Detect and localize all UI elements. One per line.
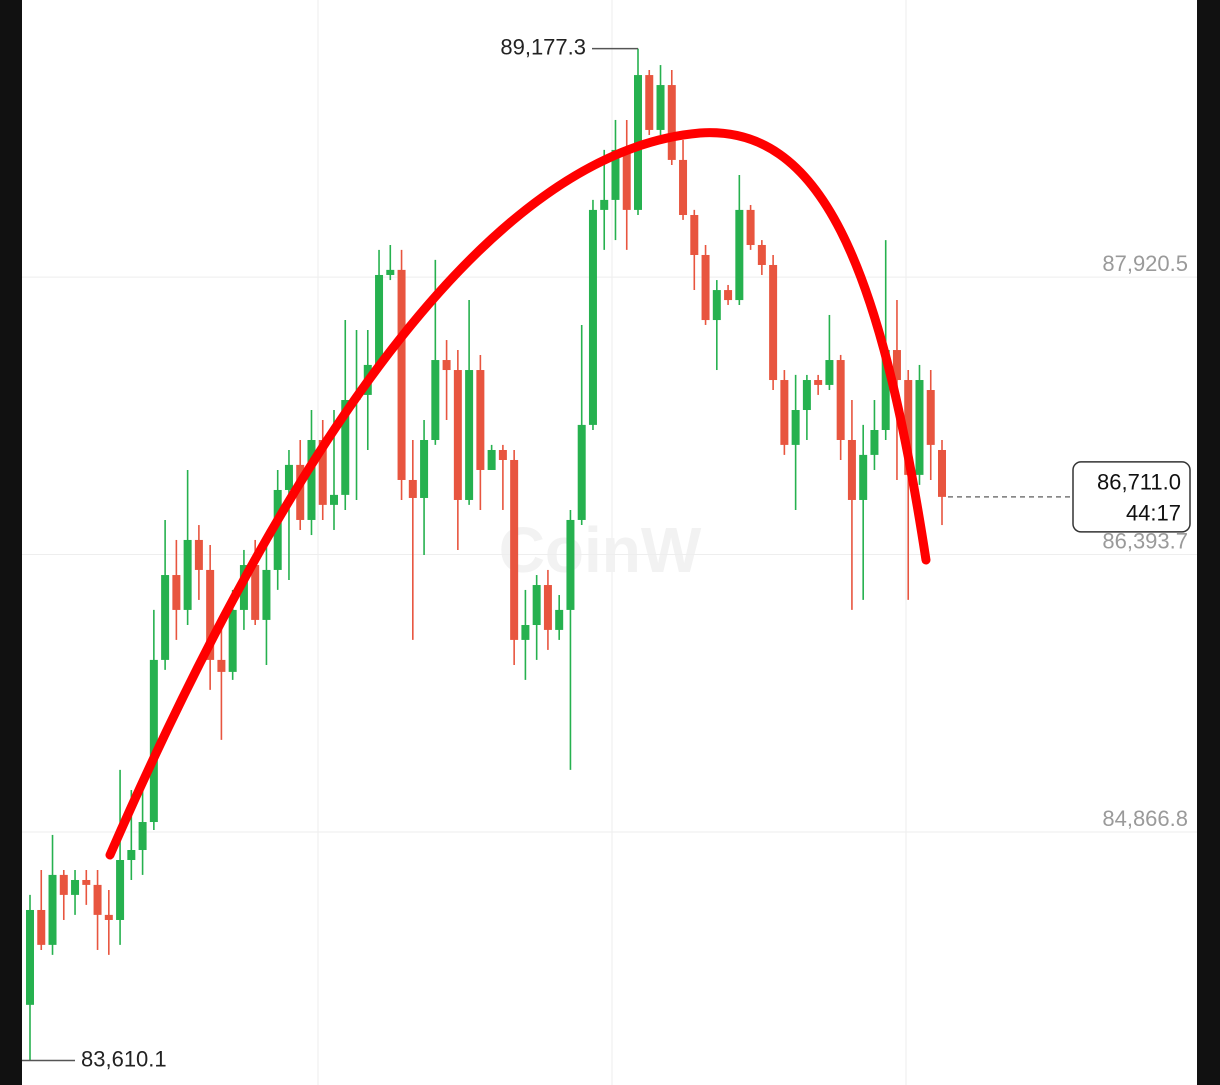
- candle-body: [453, 370, 462, 500]
- candle-body: [926, 390, 935, 445]
- candle-body: [116, 860, 125, 920]
- candle-body: [746, 209, 755, 245]
- candle-body: [318, 439, 327, 505]
- countdown-label: 44:17: [1126, 501, 1181, 526]
- candle-body: [712, 290, 721, 321]
- candle-body: [814, 380, 823, 385]
- candle-body: [825, 360, 834, 385]
- candle-body: [622, 149, 631, 210]
- candle-body: [26, 909, 34, 1005]
- candle-body: [667, 85, 676, 160]
- candle-body: [487, 449, 496, 470]
- candle-body: [93, 884, 102, 915]
- candle-body: [127, 850, 136, 861]
- candle-body: [859, 454, 868, 500]
- candle-body: [420, 439, 429, 498]
- candle-body: [543, 585, 552, 630]
- candle-body: [262, 569, 271, 620]
- candle-body: [442, 360, 451, 371]
- candle-body: [330, 494, 338, 505]
- candle-body: [386, 269, 395, 275]
- y-tick-label: 87,920.5: [1102, 251, 1188, 276]
- candle-body: [82, 879, 91, 885]
- candle-body: [870, 430, 879, 455]
- candle-body: [273, 489, 282, 570]
- candle-body: [600, 199, 609, 210]
- plot-background: [22, 0, 1197, 1085]
- candle-body: [510, 459, 519, 640]
- candle-body: [892, 350, 901, 381]
- candle-body: [847, 439, 856, 500]
- candle-body: [375, 274, 384, 365]
- candle-body: [735, 209, 744, 301]
- candle-body: [48, 874, 57, 945]
- candle-body: [71, 879, 80, 895]
- candle-body: [757, 244, 766, 265]
- candle-body: [251, 565, 260, 620]
- candle-body: [183, 539, 192, 610]
- candle-body: [938, 449, 946, 497]
- candle-body: [296, 464, 305, 520]
- candle-body: [588, 209, 597, 425]
- candle-body: [498, 449, 507, 460]
- candle-body: [172, 575, 181, 610]
- trend-curve: [105, 128, 931, 860]
- candle-body: [881, 350, 890, 431]
- candle-body: [701, 254, 710, 321]
- candle-body: [476, 370, 485, 470]
- candle-body: [724, 290, 733, 301]
- candle-body: [802, 380, 811, 411]
- candle-body: [228, 609, 237, 672]
- candle-body: [904, 380, 913, 475]
- last-price-box: [1072, 461, 1191, 533]
- candle-body: [532, 585, 541, 626]
- candle-body: [161, 575, 170, 660]
- candle-body: [37, 909, 46, 945]
- candle-body: [138, 822, 147, 851]
- candle-body: [679, 159, 688, 216]
- y-tick-label: 84,866.8: [1102, 806, 1188, 831]
- candle-body: [791, 410, 800, 445]
- candle-body: [611, 149, 620, 200]
- candle-body: [465, 370, 474, 500]
- candle-body: [397, 269, 406, 480]
- candle-body: [104, 914, 113, 920]
- candle-body: [656, 85, 665, 130]
- candle-body: [690, 215, 699, 255]
- candle-body: [915, 380, 924, 475]
- low-marker-label: 83,610.1: [81, 1046, 167, 1071]
- candle-body: [284, 464, 293, 490]
- candle-body: [217, 659, 226, 672]
- candle-body: [59, 874, 68, 895]
- candle-body: [194, 539, 203, 570]
- candle-body: [307, 439, 316, 520]
- candle-body: [566, 519, 575, 610]
- candle-body: [149, 659, 158, 823]
- candle-body: [555, 609, 564, 630]
- last-price-label: 86,711.0: [1097, 470, 1181, 495]
- high-marker-label: 89,177.3: [500, 34, 586, 59]
- candle-body: [769, 264, 778, 381]
- watermark: CoinW: [499, 514, 702, 586]
- candle-body: [577, 424, 586, 520]
- candle-body: [645, 75, 654, 130]
- candle-body: [408, 479, 417, 498]
- candle-body: [521, 625, 530, 640]
- candle-body: [836, 360, 845, 440]
- candle-body: [431, 360, 440, 440]
- candle-body: [341, 400, 350, 495]
- candle-body: [780, 380, 789, 445]
- candle-body: [206, 569, 215, 660]
